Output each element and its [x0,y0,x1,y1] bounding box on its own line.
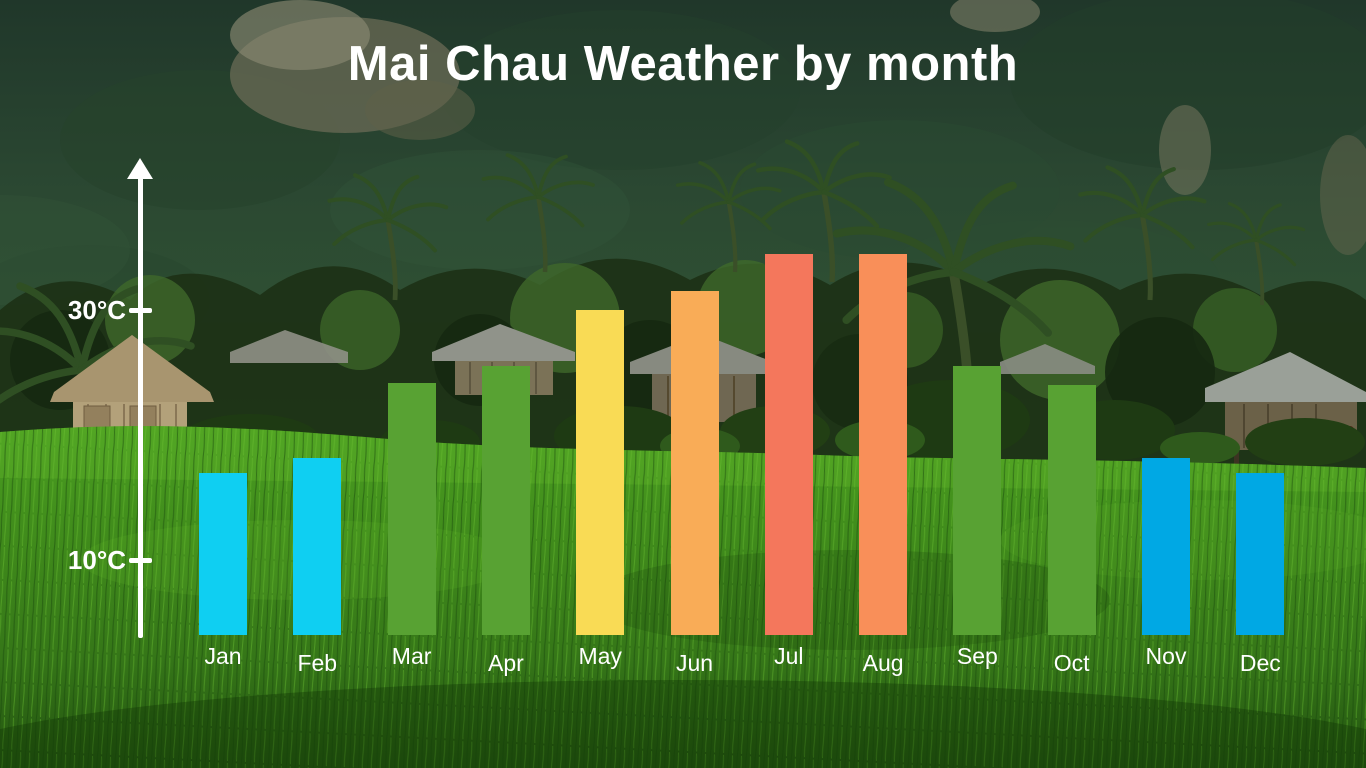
x-label-mar: Mar [391,643,432,669]
bar-aug [859,253,908,635]
bar-mar [387,382,436,635]
bar-jul [764,253,813,635]
x-label-may: May [578,643,622,669]
x-label-sep: Sep [956,643,998,669]
bar-oct [1047,385,1096,635]
x-label-aug: Aug [862,650,904,676]
bar-dec [1236,472,1285,635]
y-axis-arrow-icon [127,158,153,179]
x-label-feb: Feb [297,650,338,676]
y-tick-10 [129,557,152,563]
y-label-30: 30°C [67,295,126,325]
cliff-rocks [230,0,1366,255]
bar-feb [293,457,342,635]
y-tick-30 [129,307,152,313]
y-label-10: 10°C [67,545,126,575]
bar-may [576,310,625,635]
x-label-jul: Jul [774,643,804,669]
bar-apr [481,366,530,635]
bar-sep [953,366,1002,635]
x-label-dec: Dec [1239,650,1281,676]
x-label-jan: Jan [204,643,242,669]
chart-title: Mai Chau Weather by month [347,37,1019,91]
bar-nov [1142,457,1190,635]
x-label-oct: Oct [1053,650,1090,676]
bar-jun [670,291,719,635]
x-label-nov: Nov [1145,643,1187,669]
x-label-jun: Jun [675,650,714,676]
x-label-apr: Apr [487,650,524,676]
bar-jan [199,472,247,635]
y-axis-line [138,176,143,638]
